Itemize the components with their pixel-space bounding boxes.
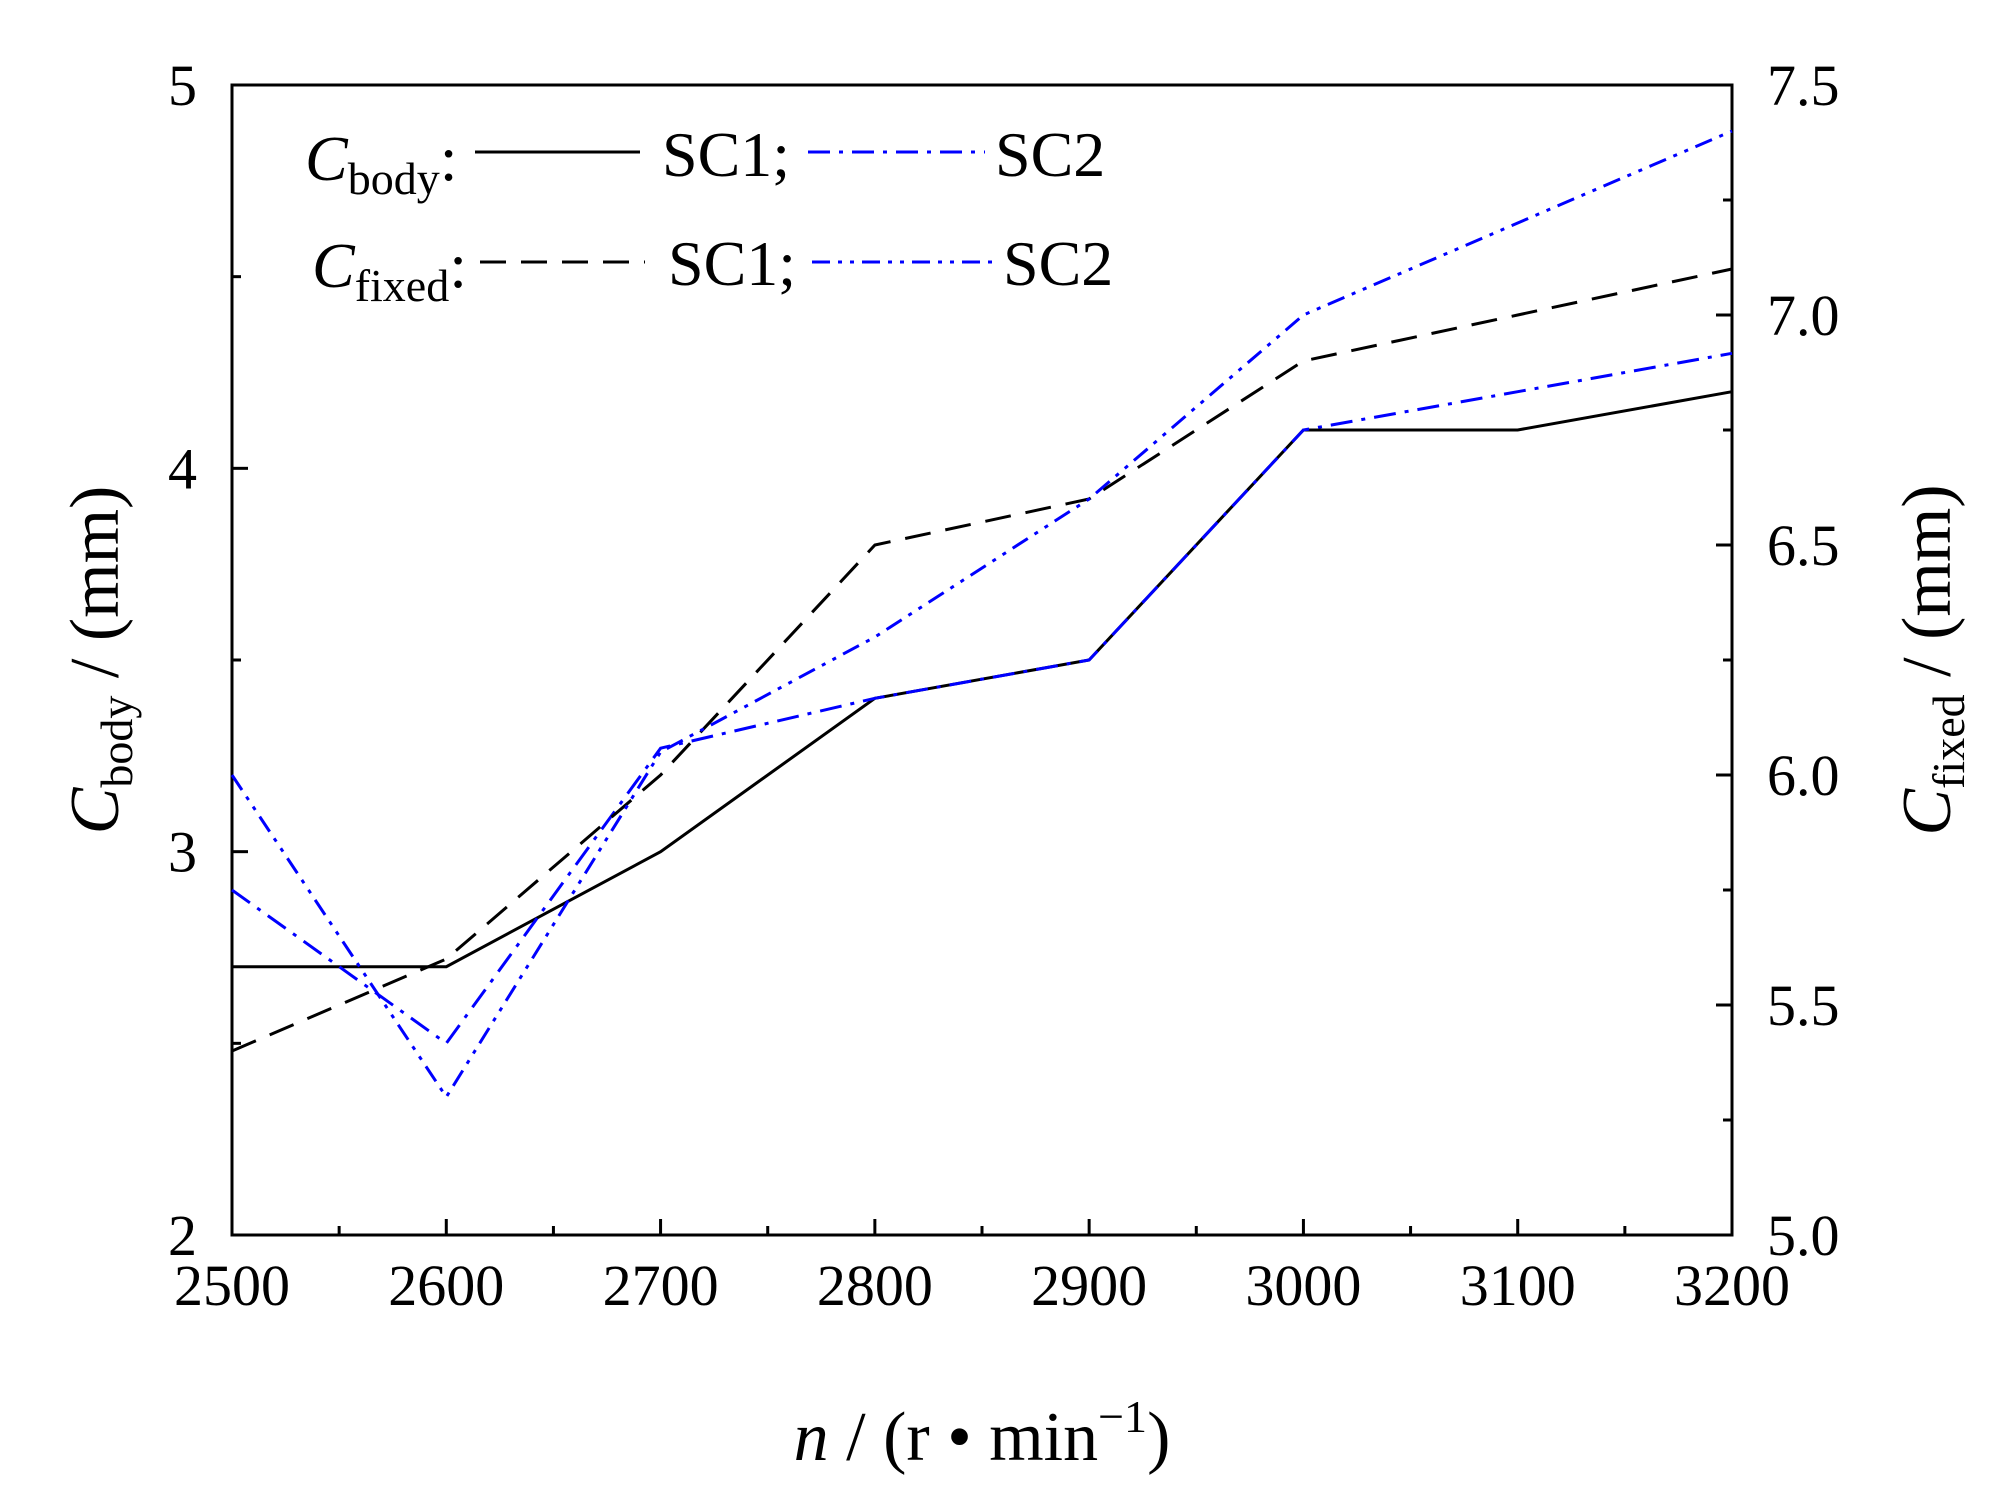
legend-fixed-sc1-text: SC1; xyxy=(668,228,796,299)
y-right-tick-label: 7.5 xyxy=(1767,53,1840,118)
x-tick-label: 2800 xyxy=(817,1253,933,1318)
series-line-c-fixed-sc2 xyxy=(230,129,1733,1100)
y-right-tick-label: 5.5 xyxy=(1767,973,1840,1038)
y-right-tick-label: 6.0 xyxy=(1767,743,1840,808)
y-right-axis-title: Cfixed / (mm) xyxy=(1889,484,1974,835)
legend-row1-label: Cbody: xyxy=(305,123,457,204)
x-tick-label: 2700 xyxy=(603,1253,719,1318)
legend: Cbody: SC1; SC2 Cfixed: SC1; SC2 xyxy=(305,119,1113,311)
x-tick-label: 2600 xyxy=(388,1253,504,1318)
y-right-tick-label: 5.0 xyxy=(1767,1203,1840,1268)
y-right-tick-label: 7.0 xyxy=(1767,283,1840,348)
y-right-tick-label: 6.5 xyxy=(1767,513,1840,578)
legend-row2-label: Cfixed: xyxy=(312,230,467,311)
x-tick-label: 3200 xyxy=(1674,1253,1790,1318)
legend-body-sc1-text: SC1; xyxy=(662,119,790,190)
y-left-axis-title: Cbody / (mm) xyxy=(57,486,142,835)
legend-body-sc2-text: SC2 xyxy=(995,119,1105,190)
series-line-c-fixed-sc1 xyxy=(231,267,1733,1053)
x-tick-label: 2900 xyxy=(1031,1253,1147,1318)
x-tick-label: 3000 xyxy=(1245,1253,1361,1318)
y-left-tick-label: 4 xyxy=(168,436,197,501)
y-left-tick-label: 2 xyxy=(168,1203,197,1268)
x-tick-label: 2500 xyxy=(174,1253,290,1318)
y-left-tick-label: 5 xyxy=(168,53,197,118)
series-layer xyxy=(230,129,1733,1100)
y-left-tick-label: 3 xyxy=(168,820,197,885)
legend-fixed-sc2-text: SC2 xyxy=(1003,228,1113,299)
ticks-layer: 2500 2600 2700 2800 2900 3000 3100 3200 2 3 4 5 5.0 5… xyxy=(168,53,1840,1318)
series-line-c-body-sc2 xyxy=(231,351,1733,1046)
x-axis-title: n / (r • min−1) xyxy=(794,1391,1171,1476)
x-tick-label: 3100 xyxy=(1460,1253,1576,1318)
